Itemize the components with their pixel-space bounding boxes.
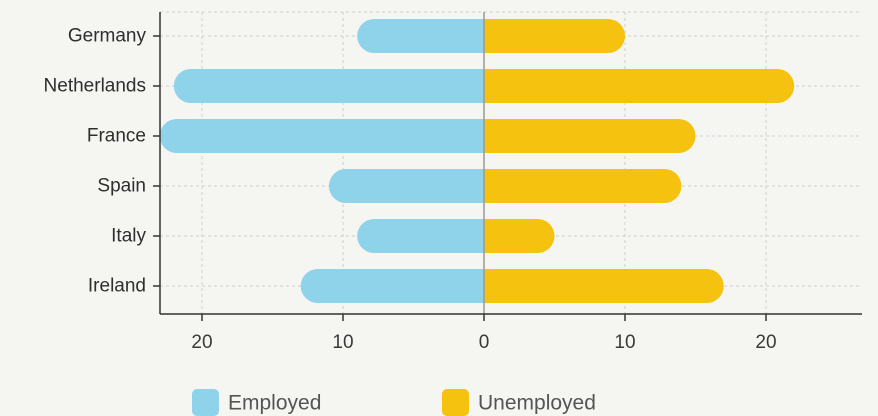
bar-employed-ireland xyxy=(300,269,484,303)
category-label-spain: Spain xyxy=(97,176,146,197)
bar-unemployed-ireland xyxy=(484,269,724,303)
x-tick-labels: 20 10 0 10 20 xyxy=(191,332,776,353)
legend: Employed Unemployed xyxy=(192,389,596,416)
legend-swatch-unemployed xyxy=(442,389,469,416)
category-label-france: France xyxy=(87,126,146,147)
category-label-italy: Italy xyxy=(111,226,146,247)
bar-employed-italy xyxy=(357,219,484,253)
bar-employed-france xyxy=(159,119,484,153)
bar-employed-spain xyxy=(328,169,484,203)
bar-unemployed-netherlands xyxy=(484,69,795,103)
category-labels: Germany Netherlands France Spain Italy Irelan… xyxy=(44,26,147,297)
legend-label-unemployed: Unemployed xyxy=(478,392,596,415)
bar-unemployed-italy xyxy=(484,219,555,253)
bars xyxy=(159,19,795,303)
x-tick-label: 0 xyxy=(479,332,490,353)
x-tick-label: 10 xyxy=(614,332,635,353)
category-label-ireland: Ireland xyxy=(88,276,146,297)
bar-unemployed-germany xyxy=(484,19,625,53)
axes xyxy=(153,12,862,321)
category-label-germany: Germany xyxy=(68,26,147,47)
bar-unemployed-france xyxy=(484,119,696,153)
grid-lines xyxy=(160,11,862,314)
category-label-netherlands: Netherlands xyxy=(44,76,146,97)
bar-unemployed-spain xyxy=(484,169,682,203)
bar-employed-netherlands xyxy=(173,69,485,103)
x-tick-label: 20 xyxy=(755,332,776,353)
bar-employed-germany xyxy=(357,19,484,53)
legend-swatch-employed xyxy=(192,389,219,416)
x-tick-label: 20 xyxy=(191,332,212,353)
x-tick-label: 10 xyxy=(332,332,353,353)
legend-label-employed: Employed xyxy=(228,392,321,415)
